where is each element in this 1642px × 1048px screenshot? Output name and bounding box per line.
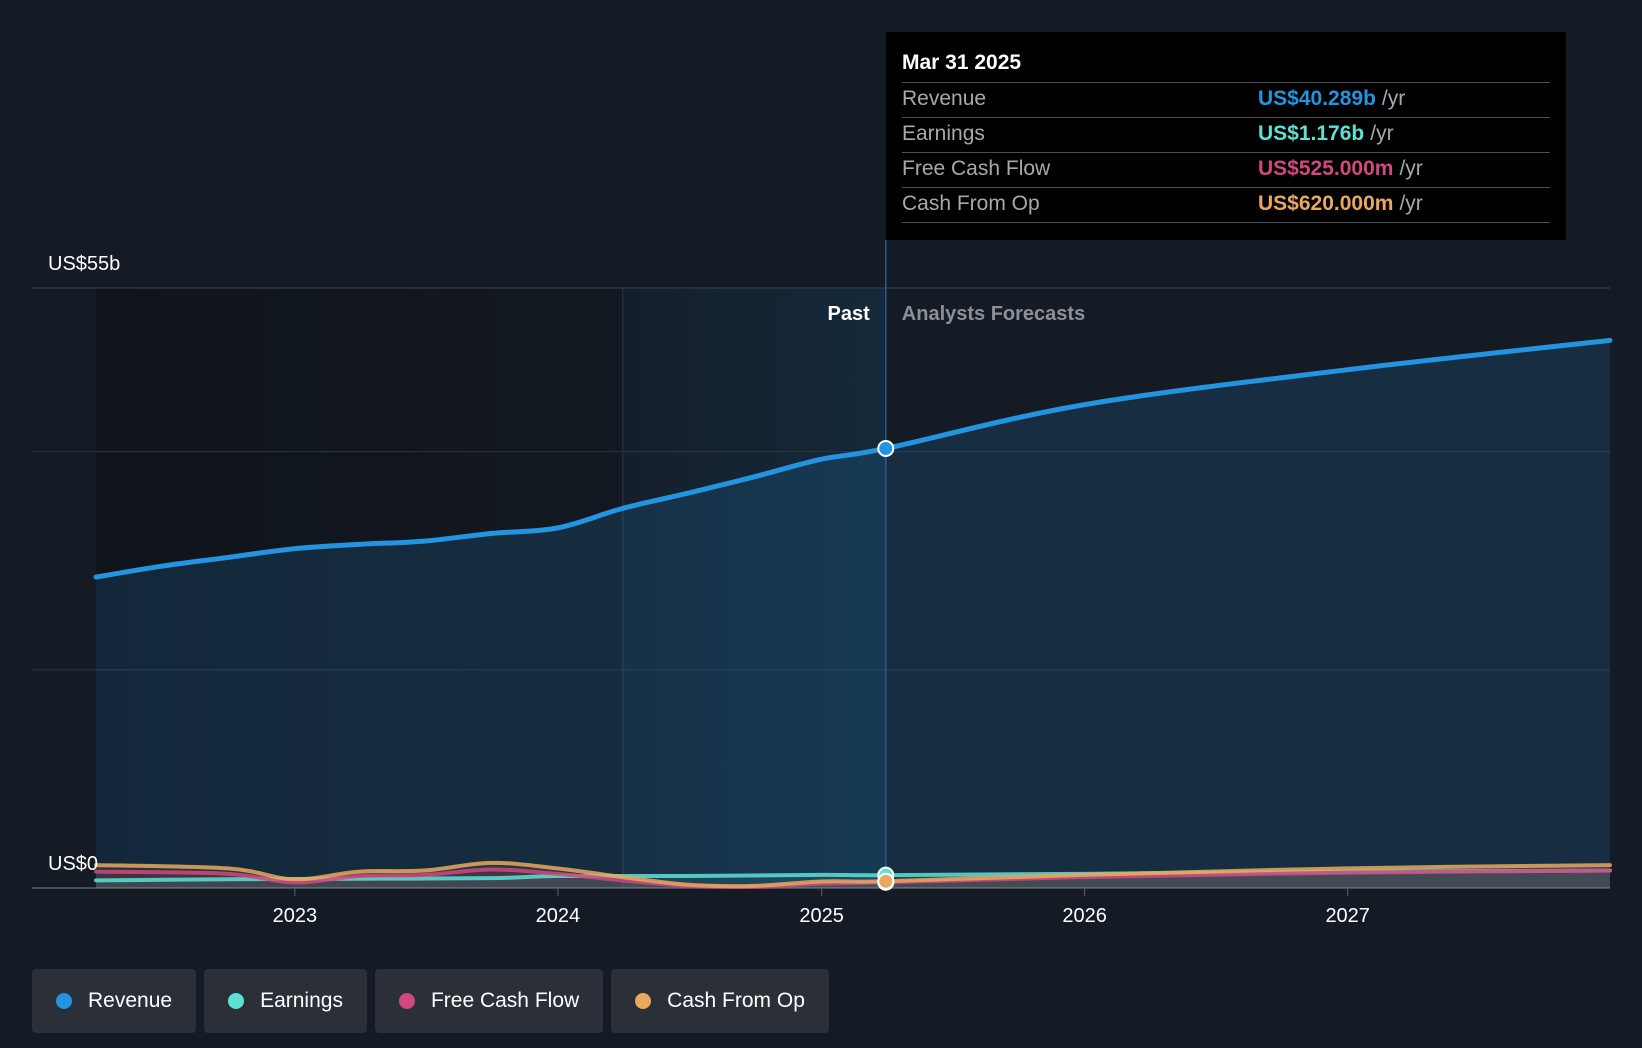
legend: Revenue Earnings Free Cash Flow Cash From O… — [32, 969, 829, 1033]
tooltip-row-label: Cash From Op — [902, 192, 1040, 215]
forecast-label: Analysts Forecasts — [902, 303, 1085, 325]
area-free-cash-flow — [96, 869, 1610, 888]
legend-label: Earnings — [260, 989, 343, 1012]
line-revenue — [93, 337, 1613, 580]
tooltip-row-unit: /yr — [1399, 192, 1423, 215]
past-label: Past — [828, 303, 871, 325]
tooltip-row-value: US$1.176b — [1258, 122, 1365, 145]
y-axis-label-bottom: US$0 — [48, 853, 98, 875]
legend-dot-icon — [398, 993, 415, 1009]
legend-dot-icon — [56, 993, 72, 1009]
tooltip-row-label: Revenue — [902, 87, 987, 110]
legend-item-cash-from-op[interactable]: Cash From Op — [611, 969, 829, 1033]
tooltip-row: Free Cash Flow US$525.000m/yr — [902, 153, 1550, 188]
legend-dot-icon — [635, 993, 652, 1009]
y-axis-label-top: US$55b — [48, 253, 120, 275]
tooltip-row: Revenue US$40.289b/yr — [902, 83, 1550, 118]
x-tick-label: 2027 — [1325, 905, 1370, 927]
line-cash-from-op — [94, 860, 1612, 889]
tooltip-row-unit: /yr — [1399, 157, 1423, 180]
tooltip-row-value: US$525.000m — [1258, 157, 1394, 180]
x-tick-label: 2024 — [536, 905, 581, 927]
tooltip: Mar 31 2025 Revenue US$40.289b/yr Earnings… — [886, 32, 1566, 240]
tooltip-row-value: US$620.000m — [1258, 192, 1394, 215]
area-revenue — [96, 340, 1610, 888]
tooltip-row: Cash From Op US$620.000m/yr — [902, 188, 1550, 223]
past-region — [96, 288, 623, 888]
past-highlight-region — [622, 288, 886, 888]
marker-revenue — [877, 439, 895, 457]
tooltip-row-unit: /yr — [1381, 87, 1406, 110]
legend-label: Revenue — [88, 989, 173, 1012]
x-axis-ticks: 2023 2024 2025 2026 2027 — [273, 888, 1370, 927]
legend-item-free-cash-flow[interactable]: Free Cash Flow — [374, 969, 604, 1033]
legend-label: Free Cash Flow — [430, 989, 580, 1012]
tooltip-row-value: US$40.289b — [1258, 87, 1376, 110]
tooltip-row-label: Free Cash Flow — [902, 157, 1051, 180]
tooltip-date: Mar 31 2025 — [902, 48, 1550, 83]
x-tick-label: 2025 — [799, 905, 844, 927]
legend-label: Cash From Op — [667, 989, 805, 1012]
tooltip-row: Earnings US$1.176b/yr — [902, 118, 1550, 153]
tooltip-row-label: Earnings — [902, 122, 985, 145]
marker-cash-from-op — [877, 872, 895, 890]
hover-markers — [877, 439, 895, 891]
series-lines — [93, 337, 1613, 890]
legend-item-earnings[interactable]: Earnings — [204, 969, 367, 1033]
legend-dot-icon — [228, 993, 245, 1009]
legend-item-revenue[interactable]: Revenue — [32, 969, 197, 1033]
tooltip-row-unit: /yr — [1370, 122, 1394, 145]
x-tick-label: 2026 — [1062, 905, 1107, 927]
x-tick-label: 2023 — [273, 905, 318, 927]
